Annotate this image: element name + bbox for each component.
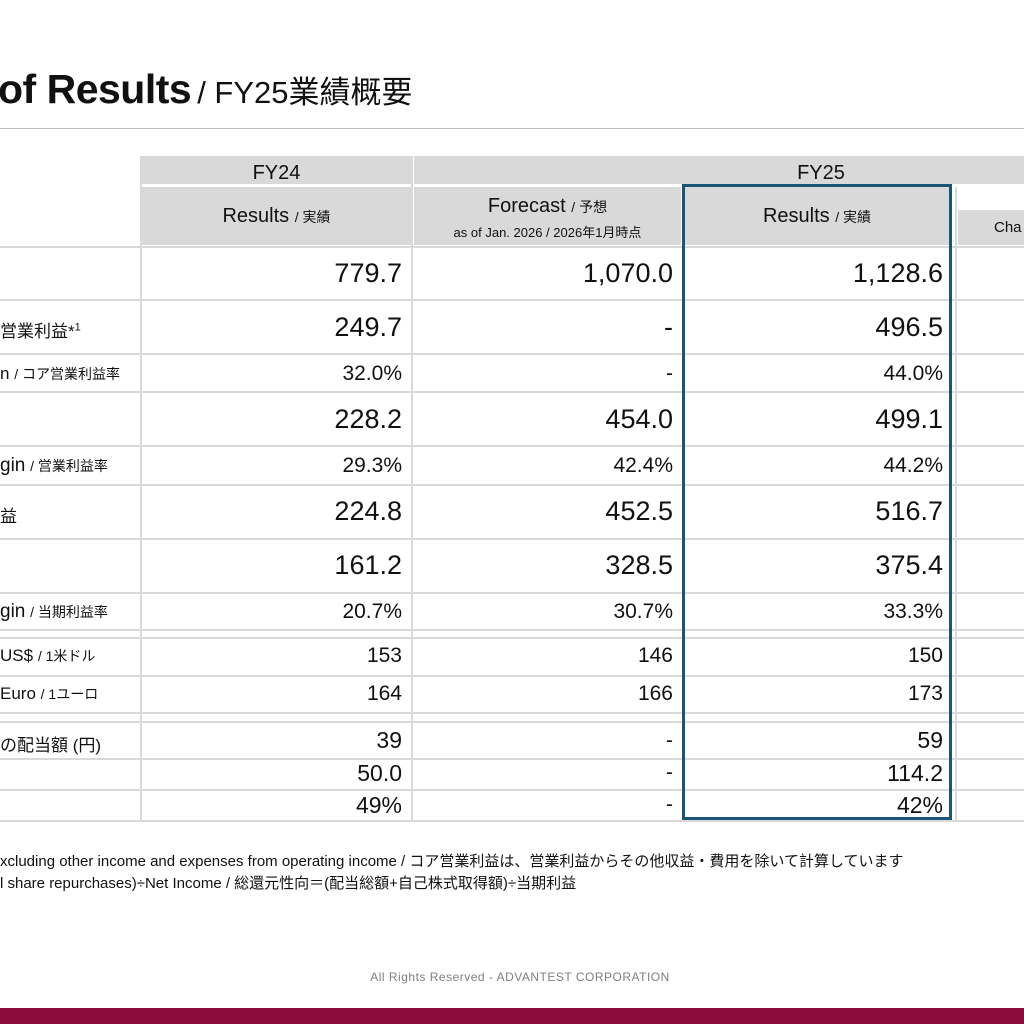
cell-forecast: 30.7% bbox=[613, 600, 673, 623]
cell-forecast: - bbox=[664, 312, 673, 342]
row-divider bbox=[0, 538, 1024, 540]
fy24-results-en: Results bbox=[222, 205, 290, 227]
row-label-core-op-income: 営業利益*1 bbox=[0, 321, 81, 341]
cell-fy25: 59 bbox=[917, 727, 943, 753]
row-divider bbox=[0, 445, 1024, 447]
title-divider bbox=[0, 128, 1024, 129]
cell-fy25: 150 bbox=[907, 644, 943, 667]
cell-fy24: 50.0 bbox=[357, 760, 402, 786]
footnote-2: l share repurchases)÷Net Income / 総還元性向＝… bbox=[0, 875, 577, 892]
row-label-core-op-margin: n / コア営業利益率 bbox=[0, 364, 120, 383]
row-divider bbox=[0, 391, 1024, 393]
brand-bar bbox=[0, 1008, 1024, 1024]
row-label-op-margin: gin / 営業利益率 bbox=[0, 455, 108, 476]
row-divider bbox=[0, 675, 1024, 677]
cell-forecast: - bbox=[666, 729, 673, 752]
cell-fy24: 32.0% bbox=[342, 362, 402, 385]
title-sub: / FY25業績概要 bbox=[197, 75, 413, 110]
row-label-net-margin: gin / 当期利益率 bbox=[0, 601, 108, 622]
column-divider bbox=[411, 156, 413, 822]
forecast-header: Forecast / 予想 as of Jan. 2026 / 2026年1月時… bbox=[414, 187, 681, 245]
row-divider bbox=[0, 758, 1024, 760]
cell-fy25: 496.5 bbox=[875, 312, 943, 342]
row-label-usd: US$ / 1米ドル bbox=[0, 646, 96, 665]
cell-fy24: 224.8 bbox=[334, 496, 402, 526]
cell-fy24: 49% bbox=[355, 792, 402, 818]
cell-forecast: 42.4% bbox=[613, 454, 673, 477]
fy25-header: FY25 bbox=[414, 156, 1024, 184]
row-divider bbox=[0, 246, 1024, 248]
cell-fy25: 499.1 bbox=[875, 404, 943, 434]
row-divider bbox=[0, 484, 1024, 486]
fy24-results-header: Results / 実績 bbox=[142, 187, 411, 245]
cell-fy25: 44.2% bbox=[883, 454, 943, 477]
title-main: of Results bbox=[0, 66, 192, 112]
cell-fy24: 39 bbox=[376, 727, 402, 753]
cell-fy25: 114.2 bbox=[887, 760, 943, 786]
cell-forecast: 146 bbox=[637, 644, 673, 667]
row-divider bbox=[0, 637, 1024, 639]
cell-fy25: 42% bbox=[896, 792, 943, 818]
row-divider bbox=[0, 712, 1024, 714]
cell-forecast: 328.5 bbox=[605, 550, 673, 580]
forecast-en: Forecast bbox=[487, 195, 566, 217]
cell-fy24: 228.2 bbox=[334, 404, 402, 434]
cell-fy24: 161.2 bbox=[334, 550, 402, 580]
cell-fy24: 20.7% bbox=[342, 600, 402, 623]
forecast-ja: / 予想 bbox=[571, 199, 608, 215]
cell-fy25: 173 bbox=[907, 682, 943, 705]
cell-forecast: - bbox=[666, 793, 673, 816]
row-divider bbox=[0, 299, 1024, 301]
cell-forecast: 454.0 bbox=[605, 404, 673, 434]
fy25-results-highlight bbox=[682, 184, 952, 820]
cell-fy24: 249.7 bbox=[334, 312, 402, 342]
fy24-results-ja: / 実績 bbox=[294, 209, 331, 225]
row-divider bbox=[0, 789, 1024, 791]
forecast-asof: as of Jan. 2026 / 2026年1月時点 bbox=[453, 225, 642, 240]
cell-fy24: 164 bbox=[366, 682, 402, 705]
cell-fy24: 779.7 bbox=[334, 258, 402, 288]
cell-forecast: 1,070.0 bbox=[582, 258, 673, 288]
page-title: of Results / FY25業績概要 bbox=[0, 66, 413, 120]
row-divider bbox=[0, 353, 1024, 355]
row-divider bbox=[0, 629, 1024, 631]
cell-fy25: 33.3% bbox=[883, 600, 943, 623]
cell-forecast: 166 bbox=[637, 682, 673, 705]
fy25-label: FY25 bbox=[797, 162, 845, 184]
fy25-results-header: Results / 実績 bbox=[684, 187, 950, 245]
row-divider bbox=[0, 592, 1024, 594]
cell-fy24: 29.3% bbox=[342, 454, 402, 477]
cell-forecast: - bbox=[666, 761, 673, 784]
copyright: All Rights Reserved - ADVANTEST CORPORAT… bbox=[370, 970, 670, 984]
row-label-pretax: 益 bbox=[0, 507, 17, 526]
cell-fy25: 375.4 bbox=[875, 550, 943, 580]
cell-fy25: 516.7 bbox=[875, 496, 943, 526]
row-divider bbox=[0, 721, 1024, 723]
cell-forecast: 452.5 bbox=[605, 496, 673, 526]
cell-forecast: - bbox=[666, 362, 673, 385]
fy25-results-ja: / 実績 bbox=[835, 209, 872, 225]
fy24-label: FY24 bbox=[252, 162, 301, 184]
column-divider bbox=[955, 187, 957, 822]
change-label: Cha bbox=[994, 219, 1022, 236]
footnote-1: xcluding other income and expenses from … bbox=[0, 853, 904, 870]
row-divider bbox=[0, 820, 1024, 822]
column-divider bbox=[140, 156, 142, 822]
row-label-dividend: の配当額 (円) bbox=[0, 736, 102, 755]
change-header: Cha bbox=[958, 210, 1024, 245]
cell-fy25: 44.0% bbox=[883, 362, 943, 385]
row-label-euro: Euro / 1ユーロ bbox=[0, 684, 99, 703]
cell-fy24: 153 bbox=[366, 644, 402, 667]
cell-fy25: 1,128.6 bbox=[852, 258, 943, 288]
fy24-header: FY24 bbox=[142, 156, 411, 184]
fy25-results-en: Results bbox=[762, 205, 830, 227]
